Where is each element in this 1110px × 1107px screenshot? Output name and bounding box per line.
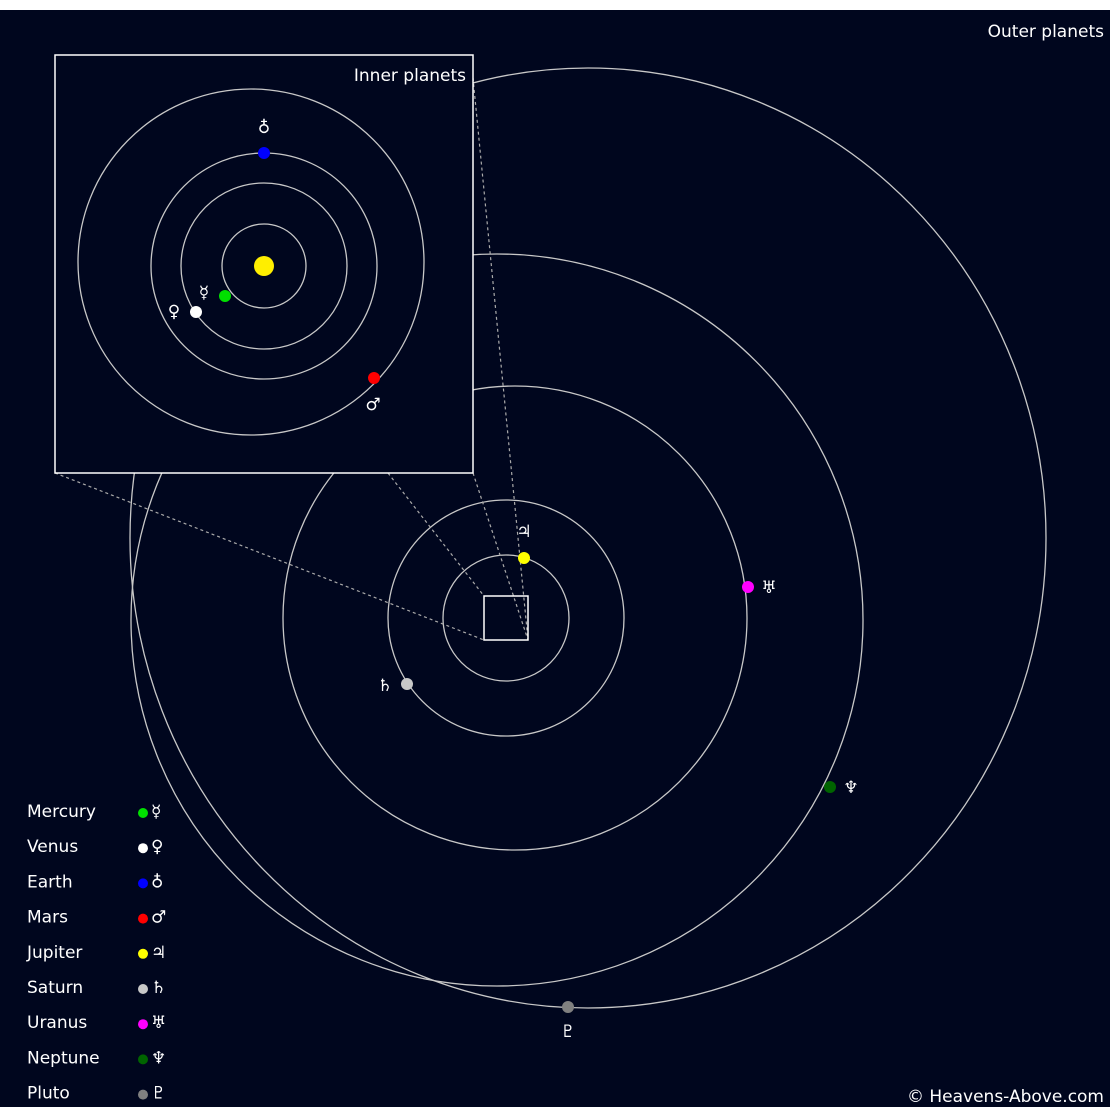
outer-label: Outer planets	[988, 22, 1105, 42]
planet	[742, 581, 754, 593]
legend-dot	[138, 1090, 148, 1100]
legend-name: Mars	[27, 908, 68, 928]
legend-symbol: ♅	[151, 1013, 166, 1033]
planet	[824, 781, 836, 793]
legend-dot	[138, 1054, 148, 1064]
legend-dot	[138, 914, 148, 924]
legend-symbol: ♇	[151, 1084, 166, 1104]
legend-symbol: ♀	[151, 837, 163, 857]
planet-symbol: ♆	[843, 778, 858, 798]
planet-symbol: ♂	[365, 395, 380, 415]
legend-name: Pluto	[27, 1084, 70, 1104]
planet-symbol: ♅	[761, 578, 776, 598]
planet	[190, 306, 202, 318]
planet	[518, 552, 530, 564]
legend-dot	[138, 808, 148, 818]
planet-symbol: ♁	[258, 118, 270, 138]
planet	[368, 372, 380, 384]
top-strip	[0, 0, 1110, 10]
legend-name: Neptune	[27, 1048, 100, 1068]
planet	[258, 147, 270, 159]
planet-symbol: ☿	[199, 283, 209, 303]
legend-symbol: ♁	[151, 872, 163, 892]
legend-dot	[138, 984, 148, 994]
legend-name: Venus	[27, 837, 78, 857]
planet	[219, 290, 231, 302]
legend-dot	[138, 949, 148, 959]
legend-symbol: ♃	[151, 943, 166, 963]
legend-name: Saturn	[27, 978, 83, 998]
legend-dot	[138, 1019, 148, 1029]
legend-symbol: ☿	[151, 802, 161, 822]
legend-symbol: ♂	[151, 908, 166, 928]
legend-name: Earth	[27, 872, 73, 892]
planet-symbol: ♇	[560, 1022, 575, 1042]
legend-symbol: ♄	[151, 978, 166, 998]
planet	[401, 678, 413, 690]
legend-name: Jupiter	[26, 943, 82, 963]
legend-name: Uranus	[27, 1013, 87, 1033]
inner-label: Inner planets	[354, 66, 466, 86]
planet-symbol: ♃	[516, 522, 531, 542]
solar-system-map: Outer planets Inner planets Mercury ☿ ☿ Ven…	[0, 0, 1110, 1107]
legend-dot	[138, 878, 148, 888]
legend-name: Mercury	[27, 802, 96, 822]
planet	[562, 1001, 574, 1013]
legend-symbol: ♆	[151, 1048, 166, 1068]
legend-dot	[138, 843, 148, 853]
planet-symbol: ♀	[168, 302, 180, 322]
sun	[254, 256, 274, 276]
planet-symbol: ♄	[377, 676, 392, 696]
credit: © Heavens-Above.com	[907, 1087, 1104, 1107]
